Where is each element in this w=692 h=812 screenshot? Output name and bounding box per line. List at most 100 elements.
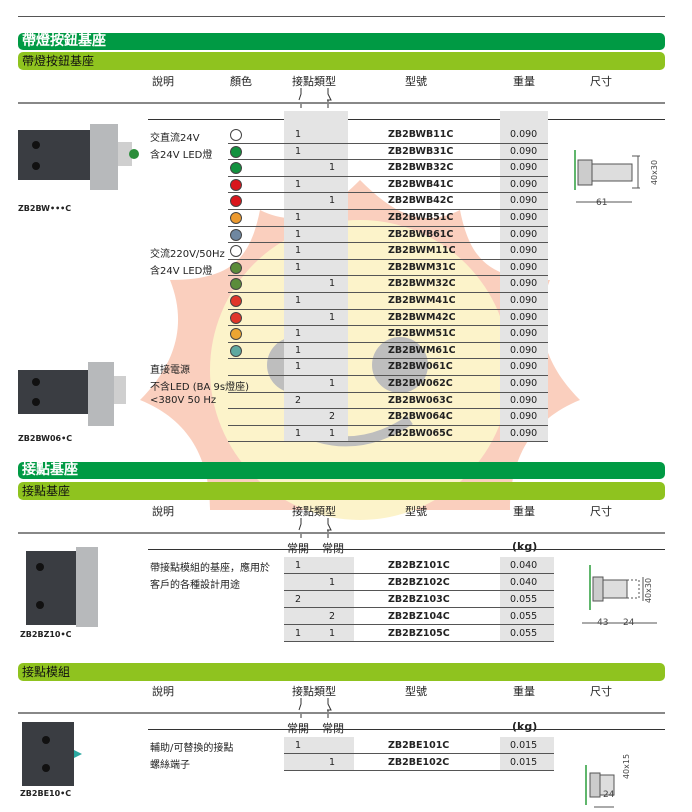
header-description: 說明 bbox=[152, 685, 174, 698]
color-swatch-icon bbox=[230, 228, 242, 241]
description-text: 含24V LED燈 bbox=[150, 149, 213, 161]
normally-open-count: 1 bbox=[295, 212, 302, 223]
description-text: 含24V LED燈 bbox=[150, 265, 213, 277]
dimension-height: 40x30 bbox=[644, 577, 654, 604]
header-color: 顏色 bbox=[230, 75, 252, 88]
model-number: ZB2BWB31C bbox=[388, 145, 454, 157]
description-text: 客戶的各種設計用途 bbox=[150, 580, 240, 591]
normally-open-count: 2 bbox=[295, 394, 302, 406]
model-number: ZB2BWB11C bbox=[388, 129, 454, 140]
row-divider bbox=[228, 208, 548, 210]
table-row: 1 ZB2BWB51C 0.090 bbox=[228, 210, 548, 227]
header-bottom-rule bbox=[148, 549, 665, 550]
header-contact-type: 接點類型 bbox=[292, 685, 336, 698]
color-swatch-icon bbox=[230, 178, 242, 191]
weight-column-bg bbox=[500, 737, 554, 771]
model-number: ZB2BWB32C bbox=[388, 162, 454, 174]
table-row: 1 ZB2BW061C 0.090 bbox=[228, 359, 548, 376]
header-normally-open: 常開 bbox=[287, 542, 309, 555]
product-image-zb2bw06 bbox=[18, 362, 126, 426]
header-bottom-rule bbox=[148, 119, 665, 120]
header-bottom-rule bbox=[148, 729, 665, 730]
table-row: 1 ZB2BZ102C 0.040 bbox=[284, 574, 554, 591]
row-divider bbox=[284, 753, 554, 754]
weight-value: 0.090 bbox=[510, 411, 538, 423]
model-number: ZB2BZ102C bbox=[388, 577, 450, 588]
normally-open-count: 1 bbox=[295, 740, 302, 751]
model-number: ZB2BW061C bbox=[388, 361, 453, 373]
image-caption: ZB2BW•••C bbox=[18, 204, 72, 213]
row-divider bbox=[228, 258, 548, 260]
model-number: ZB2BWM61C bbox=[388, 344, 456, 356]
color-swatch-icon bbox=[230, 311, 242, 324]
table-row: 1 ZB2BWB31C 0.090 bbox=[228, 144, 548, 161]
model-number: ZB2BW065C bbox=[388, 427, 453, 439]
weight-value: 0.015 bbox=[510, 757, 538, 768]
row-divider bbox=[228, 325, 548, 327]
normally-closed-count: 1 bbox=[329, 427, 336, 439]
row-divider bbox=[228, 175, 548, 177]
header-contact-type: 接點類型 bbox=[292, 505, 336, 518]
model-number: ZB2BWM31C bbox=[388, 261, 456, 273]
normally-open-count: 1 bbox=[295, 344, 302, 356]
row-divider bbox=[228, 142, 548, 144]
weight-value: 0.055 bbox=[510, 594, 538, 605]
row-divider bbox=[228, 424, 548, 426]
model-number: ZB2BWM41C bbox=[388, 295, 456, 306]
weight-value: 0.090 bbox=[510, 261, 538, 273]
dimension-width-1: 43 bbox=[597, 618, 609, 628]
table-row: 1 ZB2BZ101C 0.040 bbox=[284, 557, 554, 574]
normally-open-count: 1 bbox=[295, 628, 302, 639]
model-number: ZB2BWB41C bbox=[388, 178, 454, 190]
weight-value: 0.055 bbox=[510, 611, 538, 622]
description-text: 交流220V/50Hz bbox=[150, 249, 225, 261]
normally-open-count: 1 bbox=[295, 295, 302, 306]
normally-closed-count: 1 bbox=[329, 577, 336, 588]
color-swatch-icon bbox=[230, 245, 242, 258]
table-row: 1 ZB2BE101C 0.015 bbox=[284, 737, 554, 754]
contact-column-bg bbox=[284, 737, 354, 771]
header-normally-closed: 常閉 bbox=[322, 542, 344, 555]
model-number: ZB2BE102C bbox=[388, 757, 450, 768]
weight-value: 0.090 bbox=[510, 245, 538, 257]
table-row: 1 ZB2BWM42C 0.090 bbox=[228, 310, 548, 327]
normally-open-count: 1 bbox=[295, 145, 302, 157]
weight-value: 0.040 bbox=[510, 577, 538, 588]
color-swatch-icon bbox=[230, 162, 242, 175]
model-number: ZB2BWM51C bbox=[388, 328, 456, 340]
weight-value: 0.090 bbox=[510, 278, 538, 290]
normally-open-count: 1 bbox=[295, 361, 302, 373]
table-row: 1 ZB2BWB42C 0.090 bbox=[228, 193, 548, 210]
description-text: 輔助/可替換的接點 bbox=[150, 743, 234, 754]
dimension-height: 40x15 bbox=[622, 753, 632, 780]
model-number: ZB2BWB61C bbox=[388, 228, 454, 240]
description-text: 不含LED (BA 9s燈座) bbox=[150, 382, 250, 393]
weight-value: 0.090 bbox=[510, 394, 538, 406]
color-swatch-icon bbox=[230, 344, 242, 357]
model-number: ZB2BE101C bbox=[388, 740, 450, 751]
color-swatch-icon bbox=[230, 278, 242, 291]
table-row: 1 ZB2BWB11C 0.090 bbox=[228, 127, 548, 144]
row-divider bbox=[228, 374, 548, 376]
table-row: 1 ZB2BWM32C 0.090 bbox=[228, 276, 548, 293]
description-text: 螺絲端子 bbox=[150, 760, 190, 771]
header-description: 說明 bbox=[152, 75, 174, 88]
normally-closed-count: 1 bbox=[329, 378, 336, 389]
normally-closed-count: 2 bbox=[329, 611, 336, 622]
table-row: 1 ZB2BWM41C 0.090 bbox=[228, 293, 548, 310]
normally-open-count: 1 bbox=[295, 245, 302, 257]
description-text: <380V 50 Hz bbox=[150, 394, 217, 406]
normally-closed-count: 1 bbox=[329, 628, 336, 639]
normally-open-count: 1 bbox=[295, 261, 302, 273]
table-row: 1 ZB2BWM31C 0.090 bbox=[228, 260, 548, 277]
weight-value: 0.090 bbox=[510, 212, 538, 223]
row-divider bbox=[284, 641, 554, 642]
header-model: 型號 bbox=[405, 685, 427, 698]
image-caption: ZB2BZ10•C bbox=[20, 630, 72, 639]
model-number: ZB2BZ103C bbox=[388, 594, 450, 605]
model-number: ZB2BZ105C bbox=[388, 628, 450, 639]
normally-open-count: 1 bbox=[295, 427, 302, 439]
row-divider bbox=[228, 242, 548, 244]
normally-closed-count: 2 bbox=[329, 411, 336, 423]
weight-value: 0.090 bbox=[510, 328, 538, 340]
